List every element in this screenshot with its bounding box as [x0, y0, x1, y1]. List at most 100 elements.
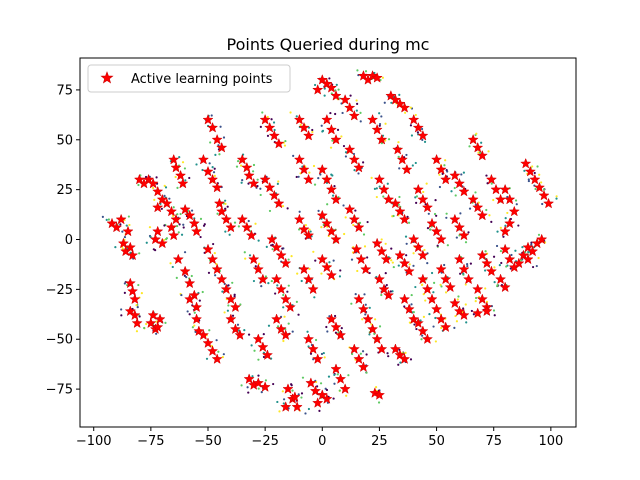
class-point: [531, 265, 535, 269]
class-point: [424, 299, 427, 302]
class-point: [121, 230, 124, 233]
class-point: [377, 401, 381, 404]
active-learning-point: [275, 249, 287, 261]
active-learning-point: [376, 343, 388, 355]
active-learning-point: [449, 297, 461, 309]
active-learning-point: [499, 243, 511, 255]
active-learning-point: [435, 233, 447, 245]
x-tick-label: −75: [137, 434, 164, 449]
class-point: [213, 174, 216, 177]
class-point: [436, 244, 439, 247]
active-learning-point: [485, 173, 498, 185]
class-point: [354, 209, 357, 212]
class-point: [364, 70, 368, 73]
class-point: [217, 144, 220, 147]
active-learning-point: [174, 169, 187, 181]
class-point: [307, 126, 311, 129]
active-learning-point: [168, 153, 180, 165]
active-learning-point: [353, 353, 365, 364]
active-learning-point: [298, 121, 310, 133]
class-point: [317, 177, 320, 180]
class-point: [240, 181, 243, 184]
class-point: [524, 250, 527, 254]
active-learning-point: [520, 157, 532, 169]
class-point: [308, 267, 311, 270]
class-point: [212, 171, 216, 174]
active-learning-point: [264, 181, 276, 193]
class-point: [444, 159, 447, 162]
class-point: [521, 246, 524, 249]
class-point: [137, 183, 140, 187]
active-learning-point: [177, 177, 189, 189]
class-point: [414, 113, 417, 117]
class-point: [502, 235, 505, 238]
active-learning-point: [504, 217, 516, 229]
class-point: [278, 410, 281, 413]
active-learning-point: [236, 213, 248, 225]
class-point: [184, 179, 187, 182]
active-learning-point: [206, 121, 219, 133]
y-tick-label: 50: [56, 133, 73, 148]
class-point: [243, 329, 246, 332]
class-point: [246, 386, 249, 389]
class-point: [384, 122, 387, 125]
class-point: [387, 138, 391, 141]
active-learning-point: [211, 263, 223, 275]
class-point: [404, 235, 408, 238]
class-point: [474, 296, 478, 300]
class-point: [538, 173, 541, 176]
class-point: [312, 250, 315, 253]
class-point: [299, 123, 302, 126]
class-point: [459, 272, 462, 275]
x-tick-label: 50: [428, 434, 445, 449]
class-point: [208, 162, 211, 165]
class-point: [258, 262, 261, 265]
active-learning-point: [417, 273, 429, 285]
class-point: [332, 259, 335, 262]
active-learning-point: [316, 209, 328, 221]
class-point: [432, 291, 435, 294]
class-point: [361, 318, 364, 321]
class-point: [459, 212, 462, 215]
class-point: [384, 242, 387, 245]
active-learning-point: [172, 253, 184, 265]
active-learning-point: [472, 283, 484, 295]
active-learning-point: [435, 163, 447, 175]
active-learning-point: [280, 401, 292, 412]
active-learning-point: [485, 265, 498, 277]
active-learning-point: [389, 343, 402, 354]
class-point: [282, 293, 285, 297]
active-learning-point: [366, 323, 379, 335]
class-point: [378, 124, 381, 127]
active-learning-point: [325, 269, 338, 281]
active-learning-point: [348, 213, 360, 225]
active-learning-point: [229, 323, 242, 335]
class-point: [287, 322, 290, 325]
active-learning-point: [321, 113, 333, 125]
class-point: [514, 199, 518, 202]
active-learning-point: [202, 113, 214, 125]
active-learning-point: [225, 221, 237, 233]
class-point: [233, 221, 237, 224]
class-point: [434, 316, 437, 320]
class-point: [311, 130, 314, 134]
class-point: [347, 374, 350, 377]
active-learning-point: [156, 237, 168, 249]
class-point: [185, 276, 188, 279]
active-learning-point: [472, 141, 484, 153]
class-point: [300, 279, 303, 283]
active-learning-point: [275, 283, 287, 295]
class-point: [138, 315, 141, 318]
active-learning-point: [417, 325, 429, 337]
class-point: [421, 334, 424, 337]
active-learning-point: [321, 173, 333, 185]
class-point: [338, 97, 341, 100]
class-point: [308, 171, 311, 174]
class-point: [154, 249, 157, 252]
class-point: [259, 125, 262, 128]
class-point: [433, 281, 436, 284]
class-point: [433, 212, 437, 216]
active-learning-point: [504, 253, 516, 265]
class-point: [434, 340, 437, 343]
active-learning-point: [472, 201, 484, 213]
